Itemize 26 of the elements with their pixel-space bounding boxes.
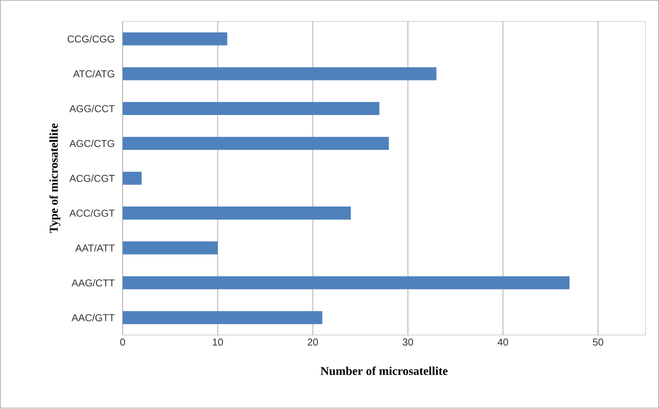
x-tick-label: 20 <box>308 338 318 346</box>
y-tick-label: ACG/CGT <box>69 174 115 182</box>
x-tick-label: 40 <box>498 338 508 346</box>
bar <box>122 206 351 220</box>
y-axis-title: Type of microsatellite <box>49 124 60 234</box>
bar <box>122 102 380 116</box>
bar <box>122 137 389 150</box>
y-tick-label: ACC/GGT <box>69 210 115 217</box>
x-tick-label: 50 <box>592 338 604 346</box>
y-tick-label: AAC/GTT <box>72 314 115 322</box>
y-tick-label: AGG/CCT <box>69 105 115 112</box>
bar <box>122 311 322 324</box>
x-tick-label: 10 <box>212 338 223 346</box>
x-axis-title: Number of microsatellite <box>320 366 448 376</box>
x-tick-label: 0 <box>120 338 126 346</box>
bar <box>122 67 436 80</box>
y-tick-label: ATC/ATG <box>73 70 114 78</box>
bar <box>122 172 142 185</box>
y-tick-label: CCG/CGG <box>68 35 114 43</box>
y-tick-label: AGC/CTG <box>69 140 114 148</box>
y-tick-label: AAT/ATT <box>75 244 115 252</box>
bar <box>122 32 228 46</box>
x-tick-label: 30 <box>402 338 414 346</box>
bar <box>122 242 218 255</box>
bar <box>122 276 570 290</box>
y-tick-label: AAG/CTT <box>72 279 115 287</box>
